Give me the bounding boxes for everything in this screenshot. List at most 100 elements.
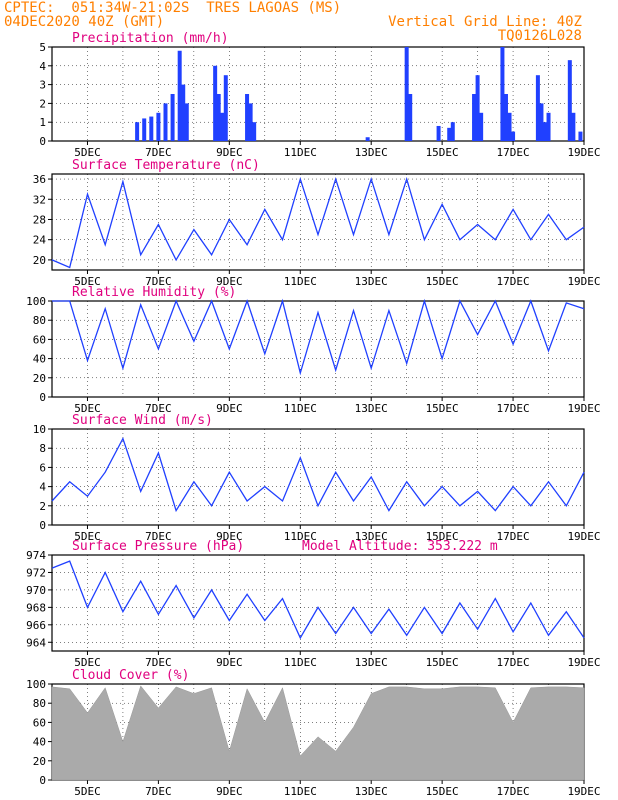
humidity-ytick-label: 0 (39, 391, 46, 404)
precip-bar (163, 103, 168, 141)
cloud-ytick-label: 40 (33, 736, 46, 749)
pressure-ytick-label: 974 (26, 549, 46, 562)
precip-bar (472, 94, 477, 141)
precipitation-xtick-label: 17DEC (497, 146, 530, 159)
temperature-xtick-label: 11DEC (284, 275, 317, 288)
precip-bar (142, 118, 147, 141)
precipitation-ytick-label: 4 (39, 60, 46, 73)
pressure-xtick-label: 11DEC (284, 656, 317, 669)
humidity-ytick-label: 40 (33, 353, 46, 366)
precip-bar (571, 112, 576, 141)
wind-ytick-label: 2 (39, 500, 46, 513)
humidity-title: Relative Humidity (%) (72, 285, 236, 300)
wind-ytick-label: 10 (33, 423, 46, 436)
wind-ytick-label: 8 (39, 442, 46, 455)
humidity-ytick-label: 20 (33, 372, 46, 385)
precip-bar (177, 50, 182, 142)
precip-bar (479, 112, 484, 141)
pressure-xtick-label: 19DEC (567, 656, 600, 669)
precip-bar (578, 131, 583, 141)
cloud-cover-area (51, 685, 585, 781)
precipitation-ytick-label: 2 (39, 97, 46, 110)
temperature-ytick-label: 28 (33, 213, 46, 226)
precip-bar (216, 94, 221, 141)
pressure-ytick-label: 968 (26, 601, 46, 614)
cloud-title: Cloud Cover (%) (72, 668, 189, 683)
precip-bar (220, 112, 225, 141)
temperature-title: Surface Temperature (nC) (72, 158, 260, 173)
precip-bar (539, 103, 544, 141)
pressure-series-line (51, 560, 585, 640)
cloud-xtick-label: 19DEC (567, 785, 600, 798)
precip-bar (503, 94, 508, 141)
temperature-xtick-label: 19DEC (567, 275, 600, 288)
humidity-xtick-label: 5DEC (74, 402, 101, 415)
wind-frame (51, 428, 585, 526)
precip-bar (184, 103, 189, 141)
pressure-ytick-label: 966 (26, 619, 46, 632)
header-station: CPTEC: 051:34W-21:02S TRES LAGOAS (MS) (4, 0, 342, 16)
humidity-xtick-label: 13DEC (355, 402, 388, 415)
cloud-ytick-label: 80 (33, 697, 46, 710)
cloud-xtick-label: 15DEC (426, 785, 459, 798)
humidity-xtick-label: 15DEC (426, 402, 459, 415)
pressure-xtick-label: 7DEC (145, 656, 172, 669)
header-date: 04DEC2020 40Z (GMT) (4, 14, 165, 30)
temperature-xtick-label: 17DEC (497, 275, 530, 288)
wind-xtick-label: 5DEC (74, 530, 101, 543)
cloud-xtick-label: 11DEC (284, 785, 317, 798)
precipitation-xtick-label: 15DEC (426, 146, 459, 159)
precip-bar (507, 112, 512, 141)
humidity-xtick-label: 9DEC (216, 402, 243, 415)
temperature-frame (51, 173, 585, 271)
precip-bar (546, 112, 551, 141)
precipitation-xtick-label: 7DEC (145, 146, 172, 159)
precip-bar (404, 47, 409, 141)
precipitation-xtick-label: 13DEC (355, 146, 388, 159)
cloud-ytick-label: 100 (26, 678, 46, 691)
precip-bar (447, 127, 452, 141)
temperature-xtick-label: 15DEC (426, 275, 459, 288)
pressure-ytick-label: 972 (26, 566, 46, 579)
wind-xtick-label: 15DEC (426, 530, 459, 543)
pressure-xtick-label: 15DEC (426, 656, 459, 669)
humidity-ytick-label: 100 (26, 295, 46, 308)
precipitation-xtick-label: 5DEC (74, 146, 101, 159)
precipitation-ytick-label: 3 (39, 79, 46, 92)
cloud-xtick-label: 9DEC (216, 785, 243, 798)
temperature-series-line (51, 176, 585, 269)
pressure-xtick-label: 13DEC (355, 656, 388, 669)
header-model: TQ0126L028 (497, 28, 582, 44)
precip-bar (567, 60, 572, 141)
wind-xtick-label: 9DEC (216, 530, 243, 543)
wind-xtick-label: 11DEC (284, 530, 317, 543)
precipitation-xtick-label: 11DEC (284, 146, 317, 159)
humidity-xtick-label: 11DEC (284, 402, 317, 415)
cloud-xtick-label: 13DEC (355, 785, 388, 798)
precipitation-ytick-label: 5 (39, 41, 46, 54)
cloud-xtick-label: 7DEC (145, 785, 172, 798)
precipitation-xtick-label: 19DEC (567, 146, 600, 159)
temperature-xtick-label: 5DEC (74, 275, 101, 288)
precipitation-xtick-label: 9DEC (216, 146, 243, 159)
precip-bar (450, 122, 455, 141)
temperature-ytick-label: 32 (33, 193, 46, 206)
precip-bar (135, 122, 140, 141)
precip-bar (223, 75, 228, 141)
precip-bar (248, 103, 253, 141)
wind-ytick-label: 0 (39, 519, 46, 532)
pressure-ytick-label: 970 (26, 584, 46, 597)
precip-bar (542, 122, 547, 141)
cloud-ytick-label: 60 (33, 716, 46, 729)
humidity-xtick-label: 7DEC (145, 402, 172, 415)
precip-bar (436, 125, 441, 141)
precip-bar (511, 131, 516, 141)
precipitation-ytick-label: 1 (39, 116, 46, 129)
precip-bar (408, 94, 413, 141)
cloud-xtick-label: 5DEC (74, 785, 101, 798)
precip-bar (535, 75, 540, 141)
wind-xtick-label: 19DEC (567, 530, 600, 543)
pressure-xtick-label: 17DEC (497, 656, 530, 669)
temperature-ytick-label: 24 (33, 234, 47, 247)
